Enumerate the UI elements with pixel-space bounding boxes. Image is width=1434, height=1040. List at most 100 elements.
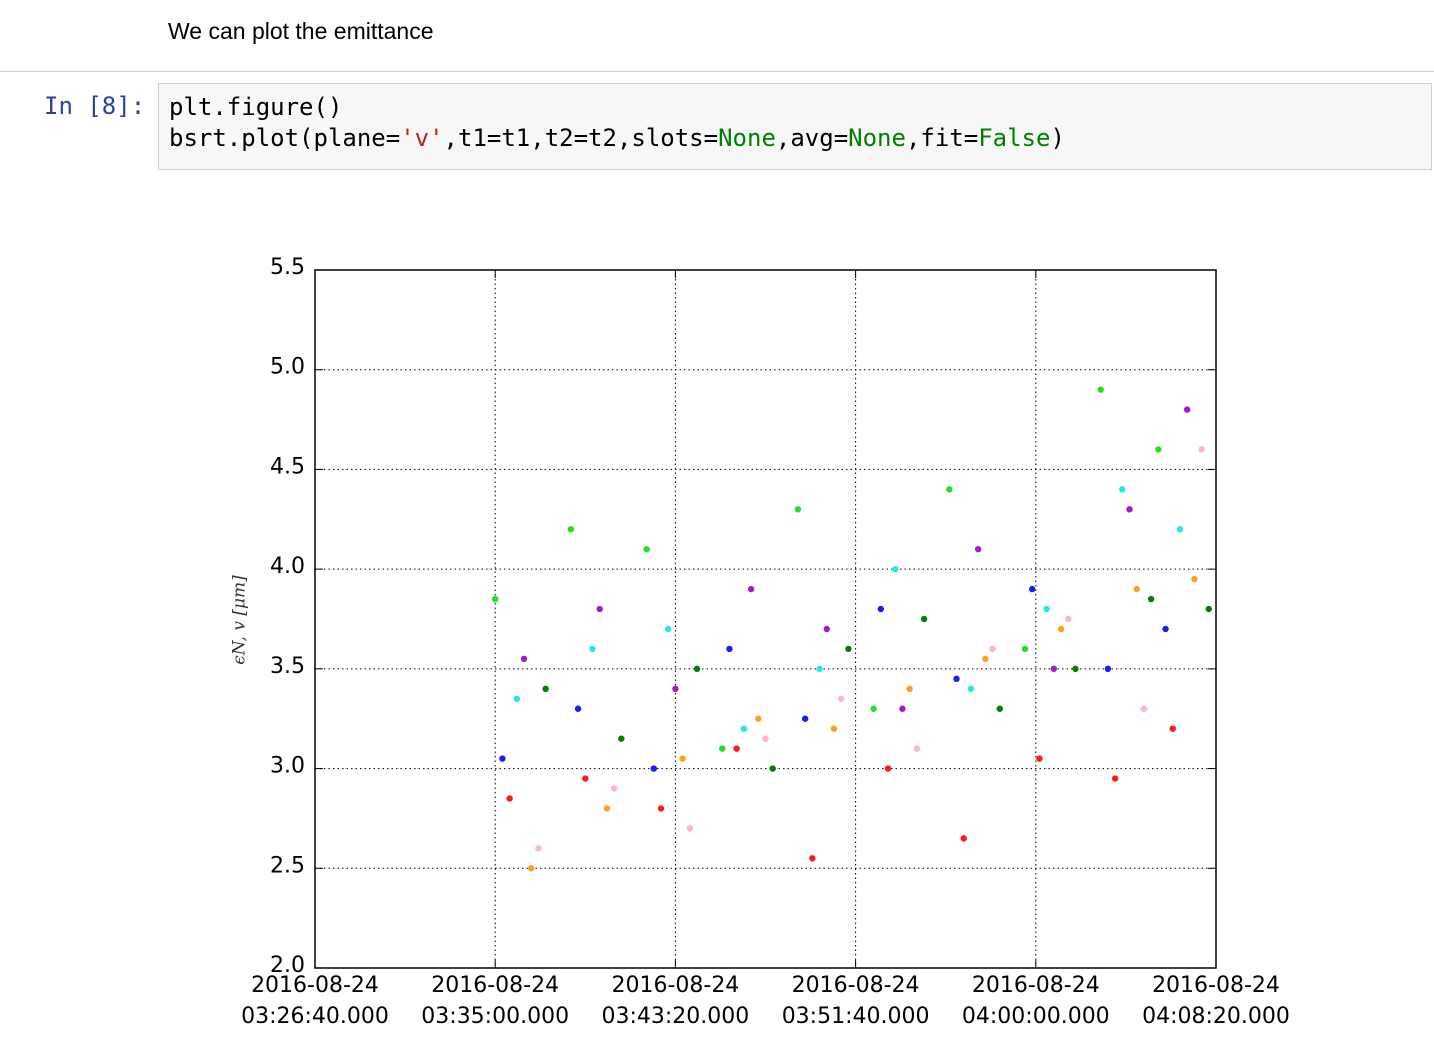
scatter-point [618,735,625,742]
code-token: None [718,124,776,152]
scatter-point [1050,665,1058,673]
x-tick-label: 2016-08-24 04:00:00.000 [961,973,1110,1029]
scatter-point [1028,585,1036,593]
scatter-point [899,705,906,712]
scatter-point [830,725,838,732]
scatter-point [582,775,589,782]
scatter-point [603,805,611,812]
scatter-point [747,585,755,593]
scatter-point [567,526,575,533]
x-tick-label: 2016-08-24 03:43:20.000 [601,973,750,1029]
scatter-point [1126,506,1133,513]
scatter-point [1176,526,1184,533]
code-token: ,avg= [775,124,849,152]
scatter-point [809,855,816,862]
scatter-point [996,705,1003,712]
scatter-point [740,725,748,732]
scatter-point [884,765,892,772]
scatter-point [520,655,528,663]
x-tick-label: 2016-08-24 04:08:20.000 [1142,973,1290,1029]
scatter-point [733,745,740,752]
scatter-point [1155,446,1162,453]
scatter-point [1198,446,1205,453]
scatter-point [989,645,996,653]
scatter-point [1133,585,1140,593]
code-token: ) [1050,124,1065,152]
scatter-point [657,805,665,812]
code-token: ,t1=t1,t2=t2,slots= [443,124,719,152]
scatter-point [596,605,603,613]
scatter-point [610,785,618,792]
scatter-point [499,755,506,762]
scatter-point [1057,625,1065,633]
code-line: bsrt.plot(plane='v',t1=t1,t2=t2,slots=No… [169,123,1421,154]
scatter-point [528,865,535,872]
scatter-point [535,845,542,852]
scatter-point [967,685,975,692]
scatter-point [913,745,921,752]
code-line: plt.figure() [169,92,1421,123]
scatter-point [574,705,582,712]
scatter-point [816,665,823,673]
y-axis-label: ϵN, v [μm] [230,575,250,665]
scatter-point [679,755,686,762]
scatter-point [801,715,809,722]
scatter-point [1205,605,1212,613]
scatter-point [946,486,953,493]
plot-frame [314,269,1217,969]
scatter-point [542,685,549,692]
scatter-point [877,605,885,613]
scatter-point [892,565,899,573]
y-tick-label: 4.0 [270,554,305,579]
code-token: False [978,124,1051,152]
scatter-point [960,835,967,842]
scatter-point [492,595,499,603]
scatter-point [726,645,733,653]
scatter-point [1111,775,1119,782]
scatter-point [1162,625,1169,633]
scatter-point [906,685,913,692]
scatter-point [974,546,982,553]
y-tick-label: 3.5 [270,654,305,679]
cell-prompt: In [8]: [44,92,146,120]
scatter-point [1036,755,1043,762]
scatter-point [719,745,726,752]
code-token: ,fit= [905,124,979,152]
scatter-point [762,735,769,742]
code-token: 'v' [400,124,444,152]
cell-divider [0,71,1434,72]
scatter-point [589,645,596,653]
scatter-point [920,615,928,623]
scatter-point [1097,386,1104,393]
scatter-point [823,625,830,633]
scatter-point [1043,605,1050,613]
scatter-point [953,675,960,683]
code-token: None [848,124,906,152]
y-tick-label: 2.5 [270,853,305,878]
y-tick-label: 4.5 [270,454,305,479]
scatter-point [837,695,845,702]
scatter-point [1104,665,1112,673]
scatter-point [672,685,679,692]
scatter-point [1191,575,1198,583]
scatter-point [1119,486,1126,493]
markdown-text: We can plot the emittance [168,18,434,44]
y-tick-label: 3.0 [270,754,305,779]
y-tick-label: 5.5 [270,255,305,280]
scatter-point [1065,615,1072,623]
scatter-point [1021,645,1029,653]
y-tick-label: 5.0 [270,355,305,380]
scatter-point [513,695,521,702]
scatter-point [650,765,657,772]
scatter-point [693,665,701,673]
y-tick-label: 2.0 [270,953,305,978]
scatter-point [506,795,513,802]
scatter-point [982,655,989,663]
scatter-point [870,705,877,712]
code-cell[interactable]: plt.figure() bsrt.plot(plane='v',t1=t1,t2… [158,83,1432,170]
scatter-point [1169,725,1176,732]
code-token: plt.figure() [169,93,343,121]
x-tick-label: 2016-08-24 03:35:00.000 [421,973,570,1029]
